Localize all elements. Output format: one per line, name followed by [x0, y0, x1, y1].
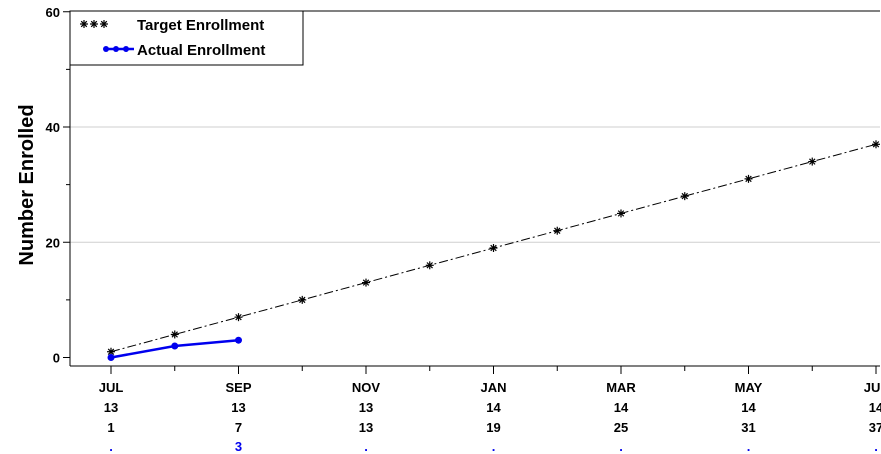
y-axis-label: Number Enrolled [16, 104, 38, 265]
x-tick-actual-count-0: . [109, 439, 113, 454]
legend-actual-symbol-0 [103, 46, 109, 52]
y-tick-label-20: 20 [46, 235, 60, 250]
gridlines [70, 126, 880, 243]
x-tick-year-0: 13 [104, 400, 118, 415]
target-point-4 [362, 278, 370, 287]
legend-box [69, 10, 304, 66]
target-point-11 [808, 157, 817, 166]
y-tick-label-0: 0 [53, 351, 60, 366]
target-point-2 [234, 313, 243, 322]
x-tick-actual-count-8: . [619, 439, 623, 454]
x-tick-target-count-2: 7 [235, 420, 242, 435]
x-tick-actual-count-6: . [492, 439, 496, 454]
x-tick-month-8: MAR [606, 380, 636, 395]
x-ticks: JUL131.SEP1373NOV1313.JAN1419.MAR1425.MA… [99, 366, 881, 454]
legend-target-symbol-1 [90, 20, 98, 28]
legend-target-symbol-0 [80, 20, 88, 28]
x-tick-actual-count-2: 3 [235, 439, 242, 454]
target-point-5 [425, 261, 434, 270]
actual-point-1 [171, 342, 179, 350]
target-point-6 [489, 244, 498, 253]
x-tick-target-count-12: 37 [869, 420, 881, 435]
x-tick-year-8: 14 [614, 400, 629, 415]
target-point-7 [553, 226, 562, 235]
y-axis-label-group: Number Enrolled [16, 104, 38, 265]
x-tick-month-4: NOV [352, 380, 381, 395]
legend-actual-label: Actual Enrollment [137, 42, 265, 59]
x-tick-year-2: 13 [231, 400, 245, 415]
x-tick-month-2: SEP [225, 380, 251, 395]
x-tick-target-count-0: 1 [107, 420, 114, 435]
x-tick-month-12: JUL [864, 380, 881, 395]
legend-actual-symbol-1 [113, 46, 119, 52]
x-tick-target-count-4: 13 [359, 420, 373, 435]
x-tick-actual-count-10: . [747, 439, 751, 454]
x-tick-target-count-8: 25 [614, 420, 628, 435]
x-tick-year-10: 14 [741, 400, 756, 415]
x-tick-year-4: 13 [359, 400, 373, 415]
x-tick-month-6: JAN [480, 380, 506, 395]
actual-point-2 [235, 336, 242, 344]
target-point-3 [298, 295, 307, 304]
legend: Target Enrollment Actual Enrollment [69, 10, 304, 66]
x-tick-month-10: MAY [735, 380, 763, 395]
target-point-8 [617, 209, 625, 218]
target-point-1 [170, 330, 179, 339]
series [107, 140, 880, 361]
target-point-12 [872, 140, 880, 149]
y-ticks: 0 20 40 60 [46, 5, 70, 366]
x-tick-target-count-10: 31 [741, 420, 755, 435]
target-point-10 [744, 174, 753, 183]
y-tick-label-60: 60 [46, 5, 60, 20]
legend-target-label: Target Enrollment [137, 17, 264, 34]
x-tick-month-0: JUL [99, 380, 124, 395]
x-tick-target-count-6: 19 [486, 420, 500, 435]
y-tick-label-40: 40 [46, 120, 60, 135]
x-tick-actual-count-12: . [874, 439, 878, 454]
x-tick-actual-count-4: . [364, 439, 368, 454]
x-tick-year-12: 14 [869, 400, 881, 415]
legend-actual-symbol-2 [123, 46, 129, 52]
x-tick-year-6: 14 [486, 400, 501, 415]
legend-target-symbol-2 [100, 20, 108, 28]
target-point-9 [680, 192, 689, 201]
actual-point-0 [107, 354, 115, 361]
